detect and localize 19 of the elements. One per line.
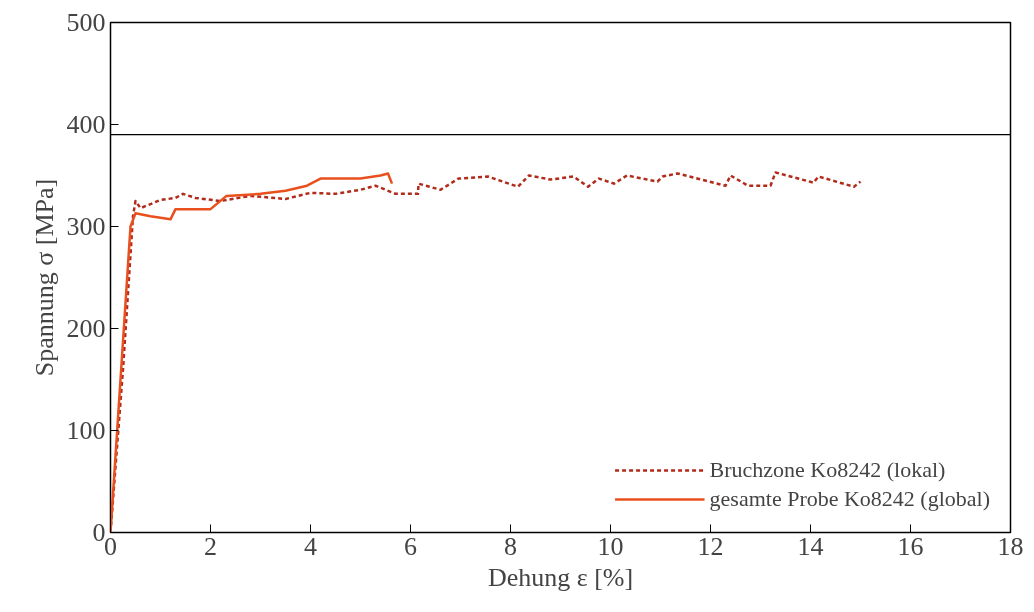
x-tick-label: 14	[797, 531, 824, 561]
y-tick-label: 500	[66, 8, 106, 37]
y-tick-label: 300	[66, 212, 106, 241]
legend-label: gesamte Probe Ko8242 (global)	[709, 486, 990, 512]
y-axis-title: Spannung σ [MPa]	[29, 178, 59, 377]
y-tick-label: 200	[66, 314, 106, 343]
x-axis-title: Dehung ε [%]	[487, 562, 634, 592]
x-tick-label: 6	[404, 531, 417, 561]
x-tick-label: 12	[697, 531, 724, 561]
x-tick-label: 4	[304, 531, 317, 561]
line-series	[110, 172, 394, 533]
x-tick-label: 2	[204, 531, 217, 561]
y-tick-label: 100	[66, 416, 106, 445]
x-tick-label: 10	[597, 531, 624, 561]
x-tick-label: 8	[504, 531, 517, 561]
x-tick-label: 16	[897, 531, 924, 561]
y-tick-label: 400	[66, 110, 106, 139]
legend-label: Bruchzone Ko8242 (lokal)	[709, 457, 946, 483]
x-tick-label: 18	[997, 531, 1024, 561]
